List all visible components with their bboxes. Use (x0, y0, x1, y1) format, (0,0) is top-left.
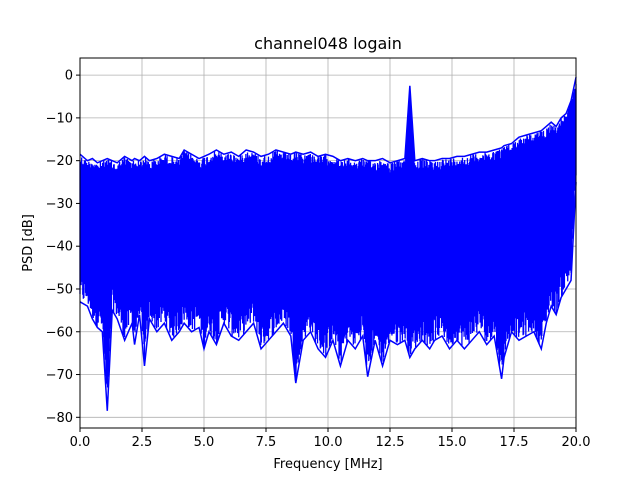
y-tick-label: −30 (46, 197, 73, 212)
y-tick-label: −50 (46, 282, 73, 297)
y-tick-label: −10 (46, 111, 73, 126)
x-tick-label: 7.5 (256, 435, 277, 450)
y-tick-label: −70 (46, 368, 73, 383)
x-tick-label: 0.0 (70, 435, 91, 450)
x-axis-label: Frequency [MHz] (273, 457, 382, 472)
x-axis: 0.0 2.5 5.0 7.5 10.0 12.5 15.0 17.5 20.0 (70, 428, 591, 450)
x-tick-label: 17.5 (500, 435, 529, 450)
y-tick-label: −40 (46, 240, 73, 255)
y-axis-label: PSD [dB] (21, 214, 36, 272)
y-axis: 0 −10 −20 −30 −40 −50 −60 −70 −80 (46, 69, 80, 426)
y-tick-label: −80 (46, 411, 73, 426)
psd-trace (79, 77, 577, 411)
y-tick-label: −20 (46, 154, 73, 169)
x-tick-label: 2.5 (132, 435, 153, 450)
y-tick-label: −60 (46, 325, 73, 340)
psd-lower-envelope (79, 182, 577, 411)
chart-title: channel048 logain (254, 34, 402, 53)
x-tick-label: 12.5 (376, 435, 405, 450)
y-tick-label: 0 (65, 69, 73, 84)
x-tick-label: 10.0 (314, 435, 343, 450)
x-tick-label: 15.0 (438, 435, 467, 450)
x-tick-label: 5.0 (194, 435, 215, 450)
x-tick-label: 20.0 (562, 435, 591, 450)
psd-upper-envelope (79, 77, 577, 164)
